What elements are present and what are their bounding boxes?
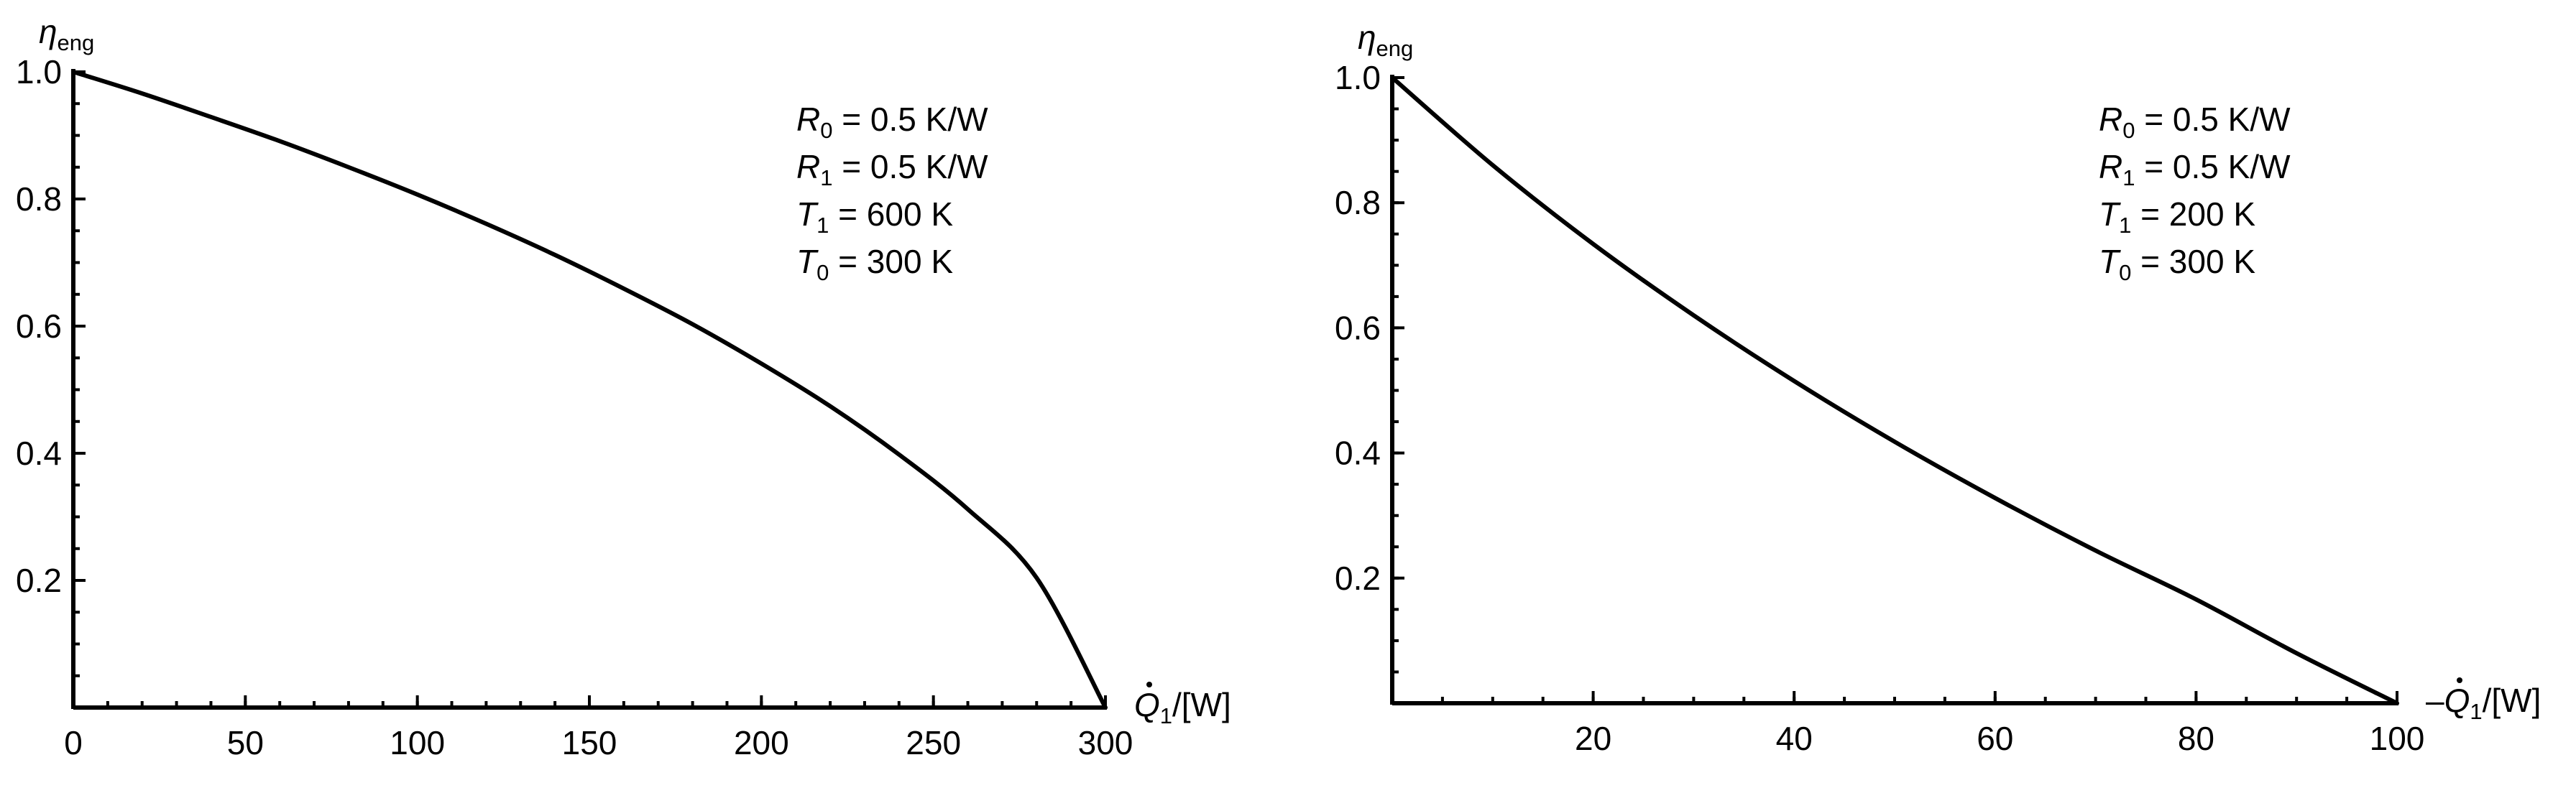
y-tick-label: 0.2: [16, 562, 62, 599]
y-tick-label: 1.0: [16, 53, 62, 91]
y-tick-label: 0.6: [16, 307, 62, 345]
parameter-annotation: R1 = 0.5 K/W: [2099, 148, 2291, 190]
x-tick-label: 0: [64, 724, 83, 761]
x-tick-label: 150: [562, 724, 617, 761]
parameter-annotation: T1 = 600 K: [796, 195, 953, 238]
y-tick-label: 1.0: [1335, 59, 1381, 96]
parameter-annotation: T1 = 200 K: [2099, 195, 2255, 238]
y-tick-label: 0.8: [16, 180, 62, 218]
x-tick-label: 100: [2370, 720, 2425, 757]
y-tick-label: 0.4: [1335, 435, 1381, 472]
parameter-annotation: R1 = 0.5 K/W: [796, 148, 988, 190]
x-tick-label: 300: [1078, 724, 1133, 761]
parameter-annotation: R0 = 0.5 K/W: [796, 101, 988, 143]
x-tick-label: 80: [2178, 720, 2214, 757]
x-tick-label: 60: [1977, 720, 2013, 757]
x-tick-label: 40: [1776, 720, 1813, 757]
q-dot-accent: [2457, 677, 2462, 683]
x-tick-label: 250: [906, 724, 961, 761]
y-axis-label: ηeng: [39, 13, 94, 55]
x-tick-label: 100: [390, 724, 445, 761]
x-tick-label: 50: [227, 724, 264, 761]
x-axis-label: Q1/[W]: [1134, 686, 1231, 728]
efficiency-curve: [71, 70, 1108, 710]
q-dot-accent: [1146, 682, 1152, 687]
parameter-annotation: T0 = 300 K: [2099, 243, 2255, 285]
y-tick-label: 0.4: [16, 435, 62, 472]
y-tick-label: 0.6: [1335, 309, 1381, 346]
x-tick-label: 200: [734, 724, 789, 761]
x-tick-label: 20: [1575, 720, 1611, 757]
y-tick-label: 0.8: [1335, 184, 1381, 221]
y-tick-label: 0.2: [1335, 560, 1381, 597]
y-axis-label: ηeng: [1358, 19, 1413, 61]
efficiency-curve: [1390, 75, 2399, 705]
parameter-annotation: R0 = 0.5 K/W: [2099, 101, 2291, 143]
parameter-annotation: T0 = 300 K: [796, 243, 953, 285]
x-axis-label: –Q1/[W]: [2426, 682, 2541, 724]
